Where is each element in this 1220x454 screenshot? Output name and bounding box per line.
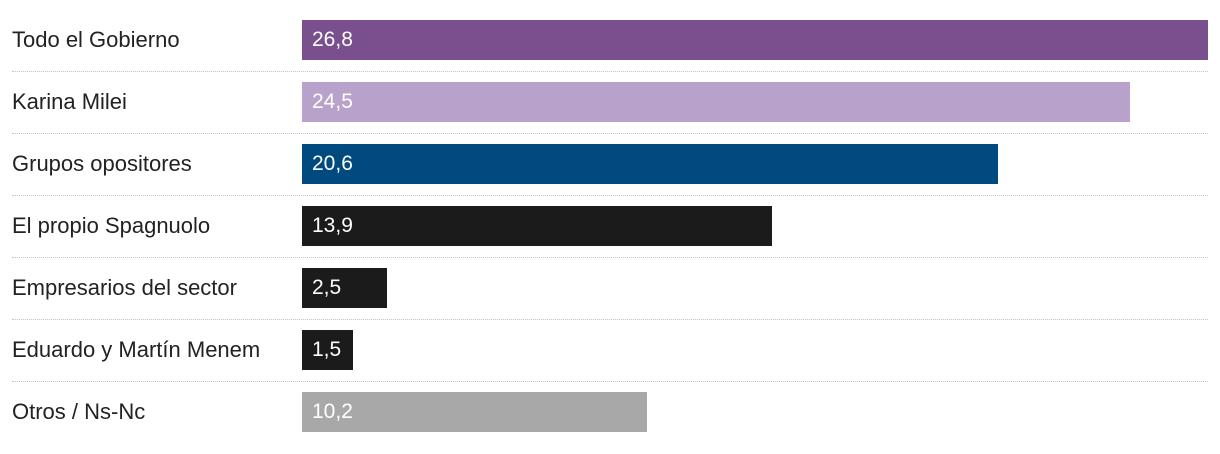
value-label: 2,5 — [312, 276, 342, 299]
bar: 10,2 — [302, 392, 647, 432]
category-label: Eduardo y Martín Menem — [12, 337, 261, 362]
bar-row: Empresarios del sector 2,5 — [0, 268, 1220, 330]
category-label: Karina Milei — [12, 89, 127, 114]
bar: 13,9 — [302, 206, 772, 246]
bar-row: Karina Milei 24,5 — [0, 82, 1220, 144]
bar-row: Eduardo y Martín Menem 1,5 — [0, 330, 1220, 392]
category-label: Todo el Gobierno — [12, 27, 180, 52]
bar: 1,5 — [302, 330, 353, 370]
bar: 24,5 — [302, 82, 1130, 122]
row-divider — [12, 133, 1208, 134]
value-label: 13,9 — [312, 214, 353, 237]
value-label: 24,5 — [312, 90, 353, 113]
bar: 2,5 — [302, 268, 387, 308]
category-label: Empresarios del sector — [12, 275, 237, 300]
bar: 20,6 — [302, 144, 998, 184]
category-label: El propio Spagnuolo — [12, 213, 211, 238]
bar-row: Grupos opositores 20,6 — [0, 144, 1220, 206]
bar-row: El propio Spagnuolo 13,9 — [0, 206, 1220, 268]
bar: 26,8 — [302, 20, 1208, 60]
value-label: 10,2 — [312, 400, 353, 423]
category-label: Grupos opositores — [12, 151, 192, 176]
value-label: 26,8 — [312, 28, 353, 51]
row-divider — [12, 319, 1208, 320]
bar-row: Todo el Gobierno 26,8 — [0, 20, 1220, 82]
bar-row: Otros / Ns-Nc 10,2 — [0, 392, 1220, 454]
row-divider — [12, 71, 1208, 72]
row-divider — [12, 257, 1208, 258]
row-divider — [12, 195, 1208, 196]
row-divider — [12, 381, 1208, 382]
category-label: Otros / Ns-Nc — [12, 399, 146, 424]
value-label: 20,6 — [312, 152, 353, 175]
value-label: 1,5 — [312, 338, 342, 361]
